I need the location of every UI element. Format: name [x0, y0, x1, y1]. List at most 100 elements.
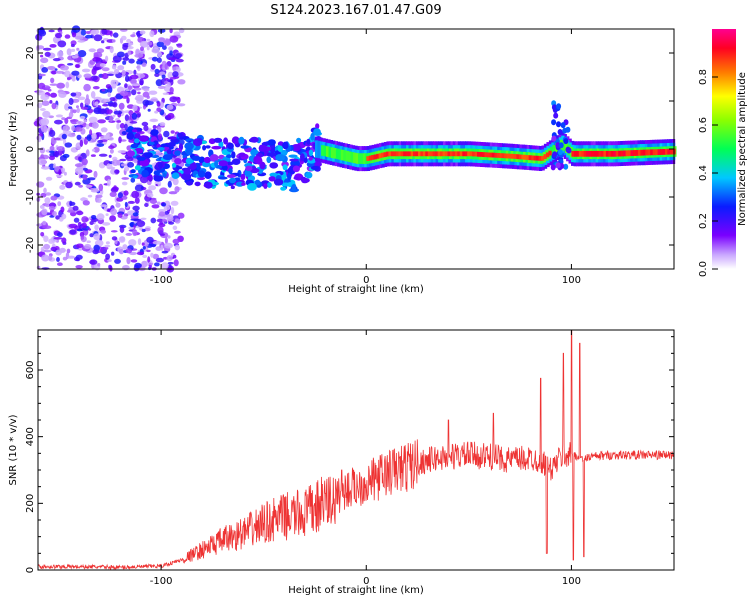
spectrogram-noise-blob: [86, 134, 92, 142]
spectrogram-noise-blob: [81, 158, 88, 166]
spectrogram-noise-blob: [167, 71, 174, 79]
spectrogram-noise-blob: [144, 203, 149, 207]
spectrogram-ridge-blob: [231, 136, 240, 144]
spectrogram-noise-blob: [168, 46, 174, 51]
spectrogram-noise-blob: [135, 94, 144, 102]
spectrogram-noise-blob: [39, 204, 45, 209]
spectrogram-ridge-core: [420, 151, 424, 157]
spectrogram-noise-blob: [107, 92, 111, 98]
spectrogram-noise-blob: [73, 217, 80, 223]
spectrogram-ridge-core: [650, 149, 654, 156]
spectrogram-ridge-core: [469, 151, 473, 157]
spectrogram-noise-blob: [107, 259, 112, 262]
spectrogram-ridge-blob: [174, 158, 182, 165]
spectrogram-spike-blob: [560, 122, 566, 129]
spectrogram-noise-blob: [161, 262, 169, 270]
snr-plot-area: [38, 330, 674, 570]
spectrogram-ridge-inner: [321, 145, 325, 156]
spectrogram-noise-blob: [43, 243, 51, 250]
spectrogram-noise-blob: [62, 256, 68, 261]
spectrogram-ridge-core: [378, 153, 382, 159]
spectrogram-noise-blob: [40, 94, 50, 101]
spectrogram-noise-blob: [101, 29, 108, 35]
spectrogram-noise-blob: [111, 159, 119, 166]
spectrogram-noise-blob: [155, 257, 164, 263]
chart-title: S124.2023.167.01.47.G09: [270, 3, 441, 18]
spectrogram-noise-blob: [156, 201, 161, 205]
spectrogram-ridge-core: [486, 152, 491, 158]
spectrogram-noise-blob: [48, 255, 53, 261]
spectrogram-ridge-core: [578, 150, 583, 157]
spectrogram-noise-blob: [154, 110, 159, 114]
spectrogram-noise-blob: [110, 208, 118, 216]
spectrogram-noise-blob: [132, 104, 138, 112]
spectrogram-noise-blob: [166, 216, 174, 222]
spectrogram-noise-blob: [122, 195, 128, 200]
spectrogram-noise-blob: [45, 192, 52, 196]
spectrogram-noise-blob: [55, 215, 60, 220]
spectrogram-ridge-core: [418, 151, 422, 157]
spectrogram-ridge-blob: [148, 141, 155, 145]
snr-ytick-label: 200: [25, 494, 36, 513]
spectrogram-ridge-blob: [136, 156, 146, 161]
spectrogram-noise-blob: [58, 91, 67, 98]
spectrogram-noise-blob: [106, 179, 111, 187]
spectrogram-ridge-core: [642, 149, 647, 156]
spectrogram-noise-blob: [96, 213, 105, 221]
spectrogram-ridge-blob: [282, 164, 288, 171]
spectrogram-noise-blob: [119, 158, 127, 162]
spectrogram-ridge-core: [445, 151, 449, 157]
spectrogram-noise-blob: [109, 97, 116, 102]
spectrogram-ridge-core: [652, 149, 656, 156]
spectrogram-ylabel: Frequency (Hz): [8, 111, 19, 187]
spectrogram-noise-blob: [94, 224, 99, 231]
spectrogram-noise-blob: [71, 76, 76, 82]
spectrogram-noise-blob: [63, 171, 67, 176]
spectrogram-noise-blob: [124, 83, 128, 89]
spectrogram-noise-blob: [42, 225, 52, 229]
spectrogram-noise-blob: [168, 191, 178, 195]
spectrogram-noise-blob: [158, 211, 166, 217]
spectrogram-noise-blob: [93, 52, 98, 56]
colorbar-ticks: 0.0 0.2 0.4 0.6 0.8: [698, 69, 718, 277]
spectrogram-noise-blob: [118, 249, 124, 255]
spectrogram-noise-blob: [164, 242, 173, 249]
spectrogram-noise-blob: [146, 192, 154, 198]
spectrogram-noise-blob: [80, 106, 89, 110]
spectrogram-ridge-core: [376, 153, 380, 159]
spectrogram-noise-blob: [175, 58, 184, 63]
spectrogram-noise-blob: [134, 53, 144, 58]
spectrogram-noise-blob: [84, 98, 91, 106]
spectrogram-noise-blob: [121, 177, 130, 180]
spectrogram-noise-blob: [41, 125, 47, 133]
spectrogram-noise-blob: [132, 229, 138, 237]
spectrogram-noise-blob: [50, 77, 55, 84]
spectrogram-ridge-blob: [162, 154, 173, 161]
spectrogram-noise-blob: [69, 201, 76, 206]
spectrogram-noise-blob: [167, 261, 174, 265]
spectrogram-noise-blob: [150, 252, 154, 258]
spectrogram-noise-blob: [103, 206, 108, 212]
spectrogram-ridge-blob: [273, 178, 284, 186]
spectrogram-ridge-core: [546, 152, 550, 158]
spectrogram-noise-blob: [108, 102, 117, 107]
spectrogram-ridge-blob: [241, 182, 246, 186]
spectrogram-ridge-blob: [205, 145, 211, 149]
spectrogram-noise-blob: [77, 96, 86, 101]
spectrogram-ridge-inner: [328, 146, 332, 158]
spectrogram-spike-blob: [550, 164, 556, 171]
spectrogram-noise-blob: [149, 99, 159, 102]
spectrogram-ridge-blob: [130, 169, 136, 174]
spectrogram-noise-blob: [105, 253, 110, 260]
spectrogram-noise-blob: [57, 262, 63, 267]
spectrogram-noise-blob: [147, 108, 151, 112]
spectrogram-ridge-core: [667, 148, 671, 155]
spectrogram-noise-blob: [134, 262, 142, 269]
spectrogram-ridge-core: [405, 151, 409, 157]
spectrogram-noise-blob: [75, 167, 84, 175]
spectrogram-noise-blob: [108, 145, 115, 150]
spectrogram-noise-blob: [90, 154, 96, 157]
spectrogram-noise-blob: [105, 241, 110, 245]
spectrogram-ridge-core: [511, 153, 515, 159]
spectrogram-noise-blob: [106, 133, 110, 137]
